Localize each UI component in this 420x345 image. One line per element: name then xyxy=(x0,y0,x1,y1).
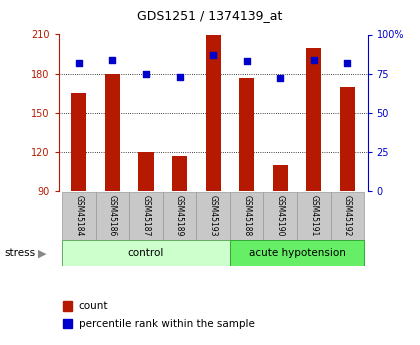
Text: GSM45184: GSM45184 xyxy=(74,195,84,237)
Text: GSM45186: GSM45186 xyxy=(108,195,117,237)
Text: control: control xyxy=(128,248,164,258)
Text: GSM45188: GSM45188 xyxy=(242,195,251,237)
Bar xyxy=(340,87,355,191)
Bar xyxy=(273,165,288,191)
Bar xyxy=(62,240,230,266)
Bar xyxy=(96,192,129,240)
Bar xyxy=(306,48,321,191)
Text: GSM45193: GSM45193 xyxy=(209,195,218,237)
Point xyxy=(76,60,82,66)
Bar xyxy=(163,192,197,240)
Text: ▶: ▶ xyxy=(38,248,46,258)
Point xyxy=(277,76,284,81)
Point xyxy=(210,52,217,58)
Bar xyxy=(139,152,154,191)
Point xyxy=(109,57,116,62)
Bar xyxy=(62,192,96,240)
Text: stress: stress xyxy=(4,248,35,258)
Bar xyxy=(129,192,163,240)
Text: GDS1251 / 1374139_at: GDS1251 / 1374139_at xyxy=(137,9,283,22)
Bar xyxy=(71,93,87,191)
Bar xyxy=(297,192,331,240)
Text: count: count xyxy=(79,302,108,311)
Point xyxy=(176,74,183,80)
Bar xyxy=(239,78,254,191)
Bar xyxy=(230,192,263,240)
Text: acute hypotension: acute hypotension xyxy=(249,248,346,258)
Bar xyxy=(331,192,364,240)
Bar xyxy=(105,74,120,191)
Bar xyxy=(172,156,187,191)
Text: GSM45189: GSM45189 xyxy=(175,195,184,237)
Point xyxy=(344,60,351,66)
Bar xyxy=(263,192,297,240)
Text: GSM45190: GSM45190 xyxy=(276,195,285,237)
Text: GSM45187: GSM45187 xyxy=(142,195,150,237)
Bar xyxy=(197,192,230,240)
Bar xyxy=(230,240,364,266)
Bar xyxy=(206,34,220,191)
Point xyxy=(143,71,150,77)
Point xyxy=(310,57,317,62)
Text: percentile rank within the sample: percentile rank within the sample xyxy=(79,319,255,329)
Text: GSM45191: GSM45191 xyxy=(309,195,318,237)
Point xyxy=(243,58,250,64)
Text: GSM45192: GSM45192 xyxy=(343,195,352,237)
